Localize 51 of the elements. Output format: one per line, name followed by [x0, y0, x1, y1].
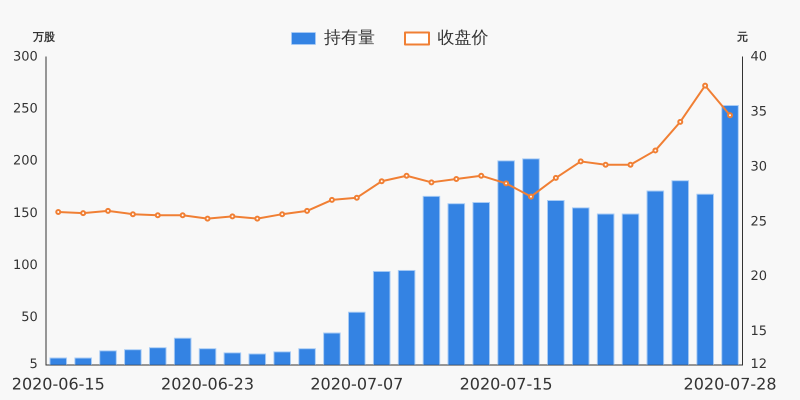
- x-tick-label: 2020-06-23: [161, 374, 254, 394]
- point: [328, 196, 335, 203]
- point: [602, 162, 609, 168]
- y-tick-label: 50: [21, 310, 38, 326]
- point: [677, 118, 684, 125]
- point: [105, 208, 112, 214]
- legend-label: 持有量: [324, 28, 375, 48]
- y-tick-label: 5: [30, 357, 38, 372]
- y2-tick-label: 25: [750, 214, 768, 230]
- x-tick-label: 2020-07-28: [684, 374, 777, 394]
- point: [552, 174, 559, 181]
- point: [378, 178, 385, 184]
- point: [130, 211, 136, 218]
- point: [180, 212, 186, 218]
- y2-tick-label: 35: [750, 104, 768, 120]
- point: [528, 194, 534, 200]
- point: [627, 162, 634, 168]
- point: [279, 211, 286, 218]
- point: [154, 212, 161, 218]
- x-tick-label: 2020-07-07: [310, 374, 404, 394]
- point: [578, 158, 584, 164]
- x-tick-label: 2020-07-15: [460, 374, 553, 394]
- y-tick-label: 150: [12, 206, 38, 221]
- point: [478, 172, 484, 179]
- point: [727, 112, 734, 118]
- point: [55, 209, 62, 215]
- point: [503, 180, 510, 186]
- y2-axis-title: 元: [736, 30, 748, 44]
- point: [254, 216, 260, 222]
- x-tick-label: 2020-06-15: [12, 374, 105, 394]
- point: [404, 172, 410, 179]
- point: [204, 216, 211, 222]
- point: [428, 179, 434, 186]
- point: [652, 147, 658, 154]
- point: [453, 176, 460, 182]
- point: [702, 82, 708, 89]
- legend-label: 收盘价: [438, 28, 488, 48]
- y2-tick-label: 12: [750, 357, 768, 372]
- y2-tick-label: 20: [750, 269, 768, 284]
- point: [80, 210, 86, 216]
- y-tick-label: 200: [12, 154, 38, 169]
- y2-tick-label: 40: [750, 49, 768, 64]
- y2-tick-label: 15: [750, 324, 768, 340]
- point: [229, 213, 236, 220]
- y-axis-title: 万股: [32, 30, 56, 44]
- point: [304, 208, 310, 214]
- y-tick-label: 100: [12, 258, 38, 274]
- point: [354, 194, 360, 201]
- y-tick-label: 300: [12, 49, 38, 64]
- y-tick-label: 250: [12, 102, 38, 117]
- y2-tick-label: 30: [750, 159, 768, 174]
